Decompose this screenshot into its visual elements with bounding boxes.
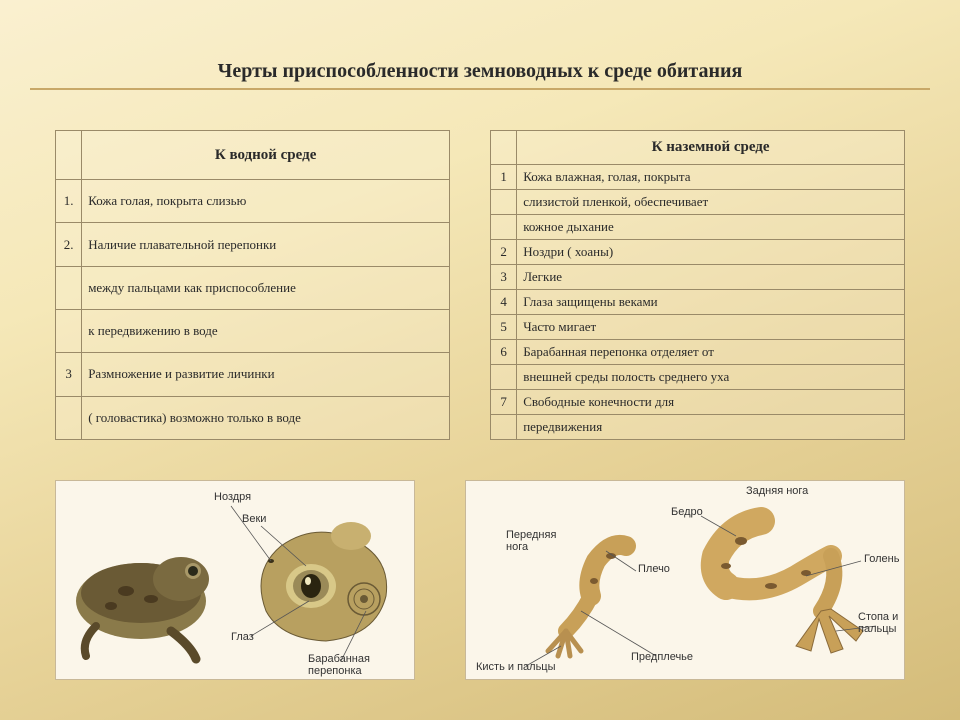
cell-num: 5 — [491, 315, 517, 340]
cell-text: кожное дыхание — [517, 215, 905, 240]
label-foot: Стопа и пальцы — [858, 611, 898, 635]
cell-text: внешней среды полость среднего уха — [517, 365, 905, 390]
cell-text: Часто мигает — [517, 315, 905, 340]
cell-text: Барабанная перепонка отделяет от — [517, 340, 905, 365]
label-shoulder: Плечо — [638, 563, 670, 575]
frog-limbs-figure: Передняя нога Плечо Предплечье Кисть и п… — [465, 480, 905, 680]
cell-num — [491, 190, 517, 215]
figures-row: Ноздря Веки Глаз Барабанная перепонка — [55, 480, 905, 680]
cell-num — [56, 396, 82, 439]
cell-num — [56, 266, 82, 309]
cell-num: 7 — [491, 390, 517, 415]
cell-text: Ноздри ( хоаны) — [517, 240, 905, 265]
cell-text: между пальцами как приспособление — [82, 266, 450, 309]
cell-num — [491, 365, 517, 390]
cell-text: Кожа голая, покрыта слизью — [82, 180, 450, 223]
cell-text: Размножение и развитие личинки — [82, 353, 450, 396]
page-title: Черты приспособленности земноводных к ср… — [218, 60, 743, 87]
terrestrial-table: К наземной среде 1 Кожа влажная, голая, … — [490, 130, 905, 440]
cell-text: слизистой пленкой, обеспечивает — [517, 190, 905, 215]
label-eye: Глаз — [231, 631, 254, 643]
frog-head-figure: Ноздря Веки Глаз Барабанная перепонка — [55, 480, 415, 680]
cell-text: Легкие — [517, 265, 905, 290]
cell-num: 1. — [56, 180, 82, 223]
cell-num — [491, 415, 517, 440]
label-eyelids: Веки — [242, 513, 266, 525]
cell-text: передвижения — [517, 415, 905, 440]
aquatic-header: К водной среде — [82, 131, 450, 180]
terrestrial-header: К наземной среде — [517, 131, 905, 165]
cell-text: ( головастика) возможно только в воде — [82, 396, 450, 439]
label-thigh: Бедро — [671, 506, 703, 518]
cell-text: к передвижению в воде — [82, 310, 450, 353]
cell-num: 3 — [56, 353, 82, 396]
cell-num: 6 — [491, 340, 517, 365]
tables-container: К водной среде 1.Кожа голая, покрыта сли… — [55, 130, 905, 440]
cell-num: 2. — [56, 223, 82, 266]
label-tympanum: Барабанная перепонка — [308, 653, 370, 677]
frog-head-svg — [56, 481, 416, 681]
cell-num — [491, 215, 517, 240]
label-hind-leg: Задняя нога — [746, 485, 808, 497]
cell-num: 1 — [491, 165, 517, 190]
cell-num — [56, 310, 82, 353]
cell-text: Наличие плавательной перепонки — [82, 223, 450, 266]
label-hand: Кисть и пальцы — [476, 661, 556, 673]
aquatic-table: К водной среде 1.Кожа голая, покрыта сли… — [55, 130, 450, 440]
cell-text: Кожа влажная, голая, покрыта — [517, 165, 905, 190]
title-underline — [30, 88, 930, 90]
label-front-leg: Передняя нога — [506, 529, 556, 553]
label-shin: Голень — [864, 553, 899, 565]
cell-text: Свободные конечности для — [517, 390, 905, 415]
cell-text: Глаза защищены веками — [517, 290, 905, 315]
label-forearm: Предплечье — [631, 651, 693, 663]
cell-num: 3 — [491, 265, 517, 290]
cell-num: 4 — [491, 290, 517, 315]
label-nostril: Ноздря — [214, 491, 251, 503]
cell-num: 2 — [491, 240, 517, 265]
